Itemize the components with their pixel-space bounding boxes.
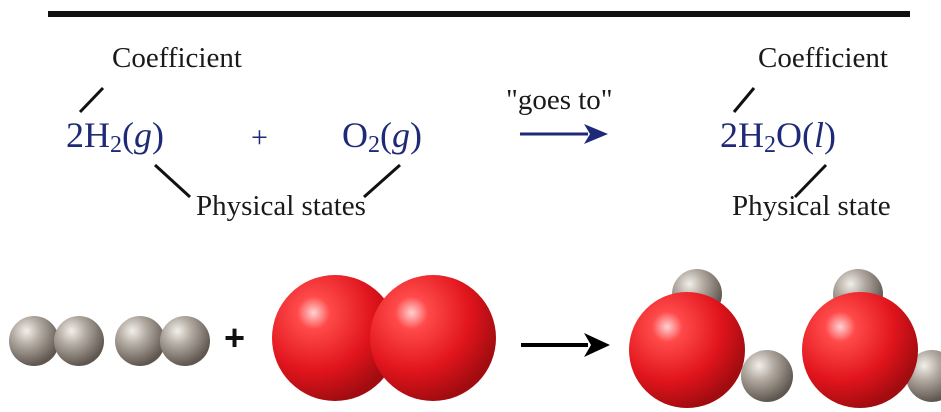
h2o-molecule-1 bbox=[629, 269, 793, 408]
model-arrow bbox=[521, 333, 610, 357]
o2-subscript: 2 bbox=[368, 132, 380, 158]
h2o-state: l bbox=[814, 115, 825, 155]
o2-element: O bbox=[342, 115, 368, 155]
h2-subscript: 2 bbox=[110, 132, 122, 158]
h2o-paren-open: ( bbox=[802, 115, 814, 155]
states-leader-o2 bbox=[363, 163, 401, 199]
h2-formula: 2H2(g) bbox=[66, 114, 164, 159]
o2-formula: O2(g) bbox=[342, 114, 422, 159]
h2o-paren-close: ) bbox=[824, 115, 837, 155]
h2-molecule-2 bbox=[115, 316, 210, 366]
states-leader-h2 bbox=[153, 163, 192, 199]
o2-paren-open: ( bbox=[380, 115, 392, 155]
o2-paren-close: ) bbox=[410, 115, 422, 155]
h2o-subscript: 2 bbox=[764, 132, 776, 158]
state-leader-h2o bbox=[793, 163, 828, 199]
physical-states-label: Physical states bbox=[196, 190, 366, 222]
h2o-coefficient: 2 bbox=[720, 115, 738, 155]
coefficient-label-left: Coefficient bbox=[112, 42, 242, 74]
h2o-molecule-2 bbox=[802, 269, 941, 408]
o2-state: g bbox=[392, 115, 410, 155]
yields-arrow bbox=[520, 124, 608, 144]
physical-state-label: Physical state bbox=[732, 190, 891, 222]
h2-element: H bbox=[84, 115, 110, 155]
models-plus: + bbox=[224, 317, 246, 358]
h2o-element-o: O bbox=[776, 115, 802, 155]
h2-paren-close: ) bbox=[152, 115, 164, 155]
coefficient-leader-left bbox=[78, 86, 105, 114]
h2-molecule-1 bbox=[9, 316, 104, 366]
h2-state: g bbox=[134, 115, 152, 155]
goes-to-label: "goes to" bbox=[506, 84, 613, 116]
h2-paren-open: ( bbox=[122, 115, 134, 155]
o2-molecule bbox=[272, 275, 496, 401]
coefficient-label-right: Coefficient bbox=[758, 42, 888, 74]
h2o-element-h: H bbox=[738, 115, 764, 155]
formula-plus: + bbox=[251, 121, 268, 154]
h2o-formula: 2H2O(l) bbox=[720, 114, 836, 159]
top-rule bbox=[48, 11, 910, 17]
coefficient-leader-right bbox=[732, 87, 756, 113]
h2-coefficient: 2 bbox=[66, 115, 84, 155]
